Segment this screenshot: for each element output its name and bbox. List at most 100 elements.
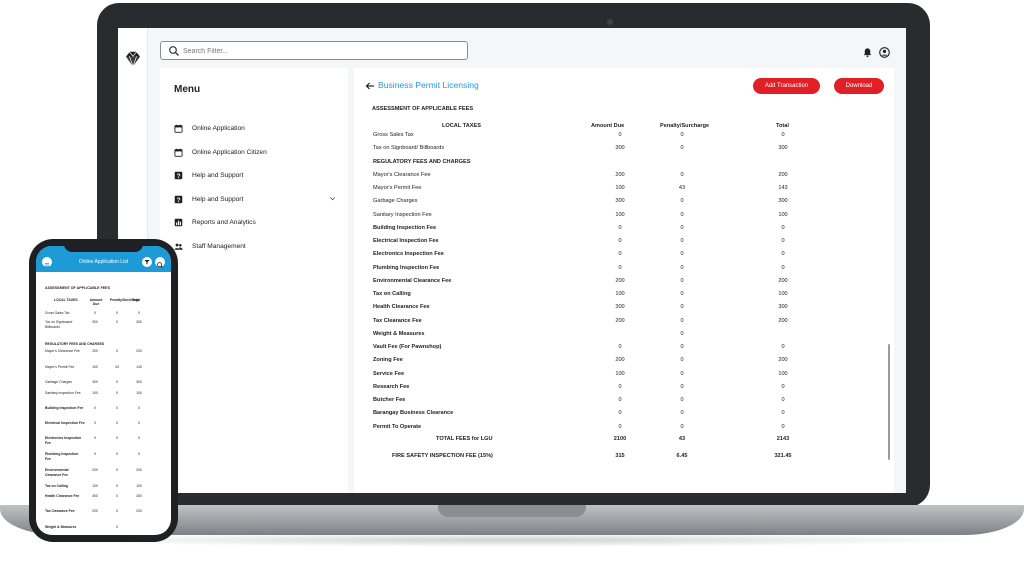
total-value: 100 (778, 211, 788, 218)
back-arrow-icon[interactable] (365, 81, 375, 91)
penalty-value: 0 (116, 406, 118, 410)
fire-safety-penalty-value: 6.45 (676, 453, 688, 459)
penalty-value: 0 (116, 421, 118, 425)
menu-item-label: Online Application Citizen (192, 148, 267, 156)
total-value: 0 (781, 344, 785, 351)
svg-text:?: ? (177, 196, 181, 203)
penalty-value: 0 (680, 145, 684, 152)
amount-value: 0 (94, 436, 96, 440)
total-value: 200 (778, 171, 788, 178)
scrollbar[interactable] (888, 344, 890, 460)
penalty-value: 0 (116, 494, 118, 498)
add-transaction-button[interactable]: Add Transaction (753, 78, 820, 94)
menu-item-label: Staff Management (192, 242, 246, 250)
calendar-icon (174, 148, 183, 157)
amount-value: 200 (92, 468, 98, 472)
penalty-value: 0 (680, 251, 684, 258)
table-row: Garbage Charges 300 0 300 (354, 198, 894, 208)
phone-notch (64, 241, 143, 252)
penalty-value: 43 (115, 365, 119, 369)
fee-name: Garbage Charges (45, 380, 72, 384)
fee-name: Weight & Measures (45, 525, 77, 529)
search-input[interactable] (183, 44, 463, 58)
phone-col-penalty: Penalty/Surcharge (110, 298, 140, 302)
brand-logo-icon[interactable] (124, 50, 142, 68)
total-value: 300 (136, 320, 142, 324)
fee-name: Plumbing Inspection Fee (373, 264, 440, 271)
penalty-value: 0 (680, 330, 684, 337)
total-row: TOTAL FEES for LGU 2100 43 2143 (354, 436, 894, 446)
table-row: Plumbing Inspection Fee 0 0 0 (354, 265, 894, 275)
total-value: 0 (781, 224, 785, 231)
phone-menu-icon[interactable] (42, 257, 52, 267)
total-amount-value: 2100 (613, 436, 627, 442)
amount-due-value: 0 (618, 423, 622, 430)
menu-item[interactable]: Reports and Analytics (174, 214, 342, 230)
phone-col-local-taxes: LOCAL TAXES (54, 298, 78, 302)
table-row: Mayor's Permit Fee 100 43 143 (354, 185, 894, 195)
amount-due-value: 200 (615, 171, 625, 178)
menu-item-label: Online Application (192, 124, 245, 132)
penalty-value: 0 (680, 423, 684, 430)
amount-due-value: 100 (615, 370, 625, 377)
total-value: 100 (778, 291, 788, 298)
phone-search-icon[interactable] (155, 257, 165, 268)
fee-name: Tax on Signboard/ Billboards (45, 320, 73, 330)
amount-value: 0 (94, 311, 96, 315)
phone-screen: Online Application List ASSESSMENT OF AP… (36, 246, 171, 535)
table-row: Tax on Signboard/ Billboards 300 0 300 (354, 145, 894, 155)
fire-safety-total-value: 321.45 (774, 453, 792, 459)
table-row: Health Clearance Fee 300 0 300 (354, 304, 894, 314)
amount-due-value: 200 (615, 357, 625, 364)
total-value: 300 (136, 494, 142, 498)
fire-safety-label: FIRE SAFETY INSPECTION FEE (15%) (392, 453, 493, 459)
fire-safety-amount-value: 315 (615, 453, 625, 459)
penalty-value: 0 (680, 317, 684, 324)
fee-name: Environmental Clearance Fee (45, 468, 69, 478)
total-value: 0 (781, 383, 785, 390)
penalty-value: 0 (680, 198, 684, 205)
amount-due-value: 0 (618, 224, 622, 231)
fee-name: Gross Sales Tax (373, 132, 414, 138)
amount-due-value: 0 (618, 264, 622, 271)
penalty-value: 0 (680, 291, 684, 298)
amount-due-value: 0 (618, 383, 622, 390)
table-row: Butcher Fee 0 0 0 (354, 397, 894, 407)
total-total-value: 2143 (776, 436, 790, 442)
content-panel: Business Permit Licensing Add Transactio… (354, 68, 894, 493)
menu-item[interactable]: ? Help and Support (174, 167, 342, 183)
chevron-down-icon[interactable] (329, 195, 336, 202)
section-title: ASSESSMENT OF APPLICABLE FEES (372, 106, 474, 112)
total-value: 100 (136, 484, 142, 488)
help-icon: ? (174, 195, 183, 204)
amount-value: 0 (94, 452, 96, 456)
fee-name: Mayor's Clearance Fee (373, 171, 431, 178)
menu-item[interactable]: Staff Management (174, 238, 342, 254)
total-value: 200 (136, 349, 142, 353)
amount-due-value: 100 (615, 211, 625, 218)
phone-title: Online Application List (78, 259, 129, 265)
menu-item[interactable]: Online Application Citizen (174, 144, 342, 160)
fee-name: Vault Fee (For Pawnshop) (373, 344, 442, 351)
search-box[interactable] (160, 41, 468, 60)
menu-title: Menu (174, 84, 201, 95)
menu-item[interactable]: Online Application (174, 120, 342, 136)
account-icon[interactable] (879, 47, 890, 58)
penalty-value: 0 (116, 468, 118, 472)
total-label: TOTAL FEES for LGU (436, 436, 493, 442)
amount-value: 300 (92, 494, 98, 498)
bell-icon[interactable] (862, 47, 873, 58)
penalty-value: 0 (116, 349, 118, 353)
amount-due-value: 300 (615, 198, 625, 205)
table-row: Gross Sales Tax 0 0 0 (354, 132, 894, 142)
penalty-value: 0 (680, 397, 684, 404)
amount-due-value: 0 (618, 132, 622, 138)
download-button[interactable]: Download (834, 78, 884, 94)
filter-icon[interactable] (142, 257, 152, 267)
penalty-value: 0 (680, 132, 684, 138)
amount-value: 200 (92, 349, 98, 353)
menu-item[interactable]: ? Help and Support (174, 191, 342, 207)
amount-due-value: 200 (615, 277, 625, 284)
fee-name: Sanitary Inspection Fee (45, 391, 81, 395)
